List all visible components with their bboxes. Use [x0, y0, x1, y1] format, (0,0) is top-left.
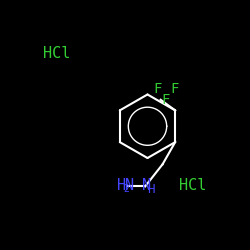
Text: HCl: HCl — [178, 178, 206, 194]
Text: HCl: HCl — [43, 46, 70, 60]
Text: H: H — [147, 183, 154, 196]
Text: F: F — [161, 93, 170, 107]
Text: H: H — [117, 178, 127, 193]
Text: N: N — [142, 178, 151, 193]
Text: 2: 2 — [123, 184, 129, 194]
Text: F: F — [154, 82, 162, 96]
Text: F: F — [170, 82, 178, 96]
Text: N: N — [125, 178, 134, 193]
